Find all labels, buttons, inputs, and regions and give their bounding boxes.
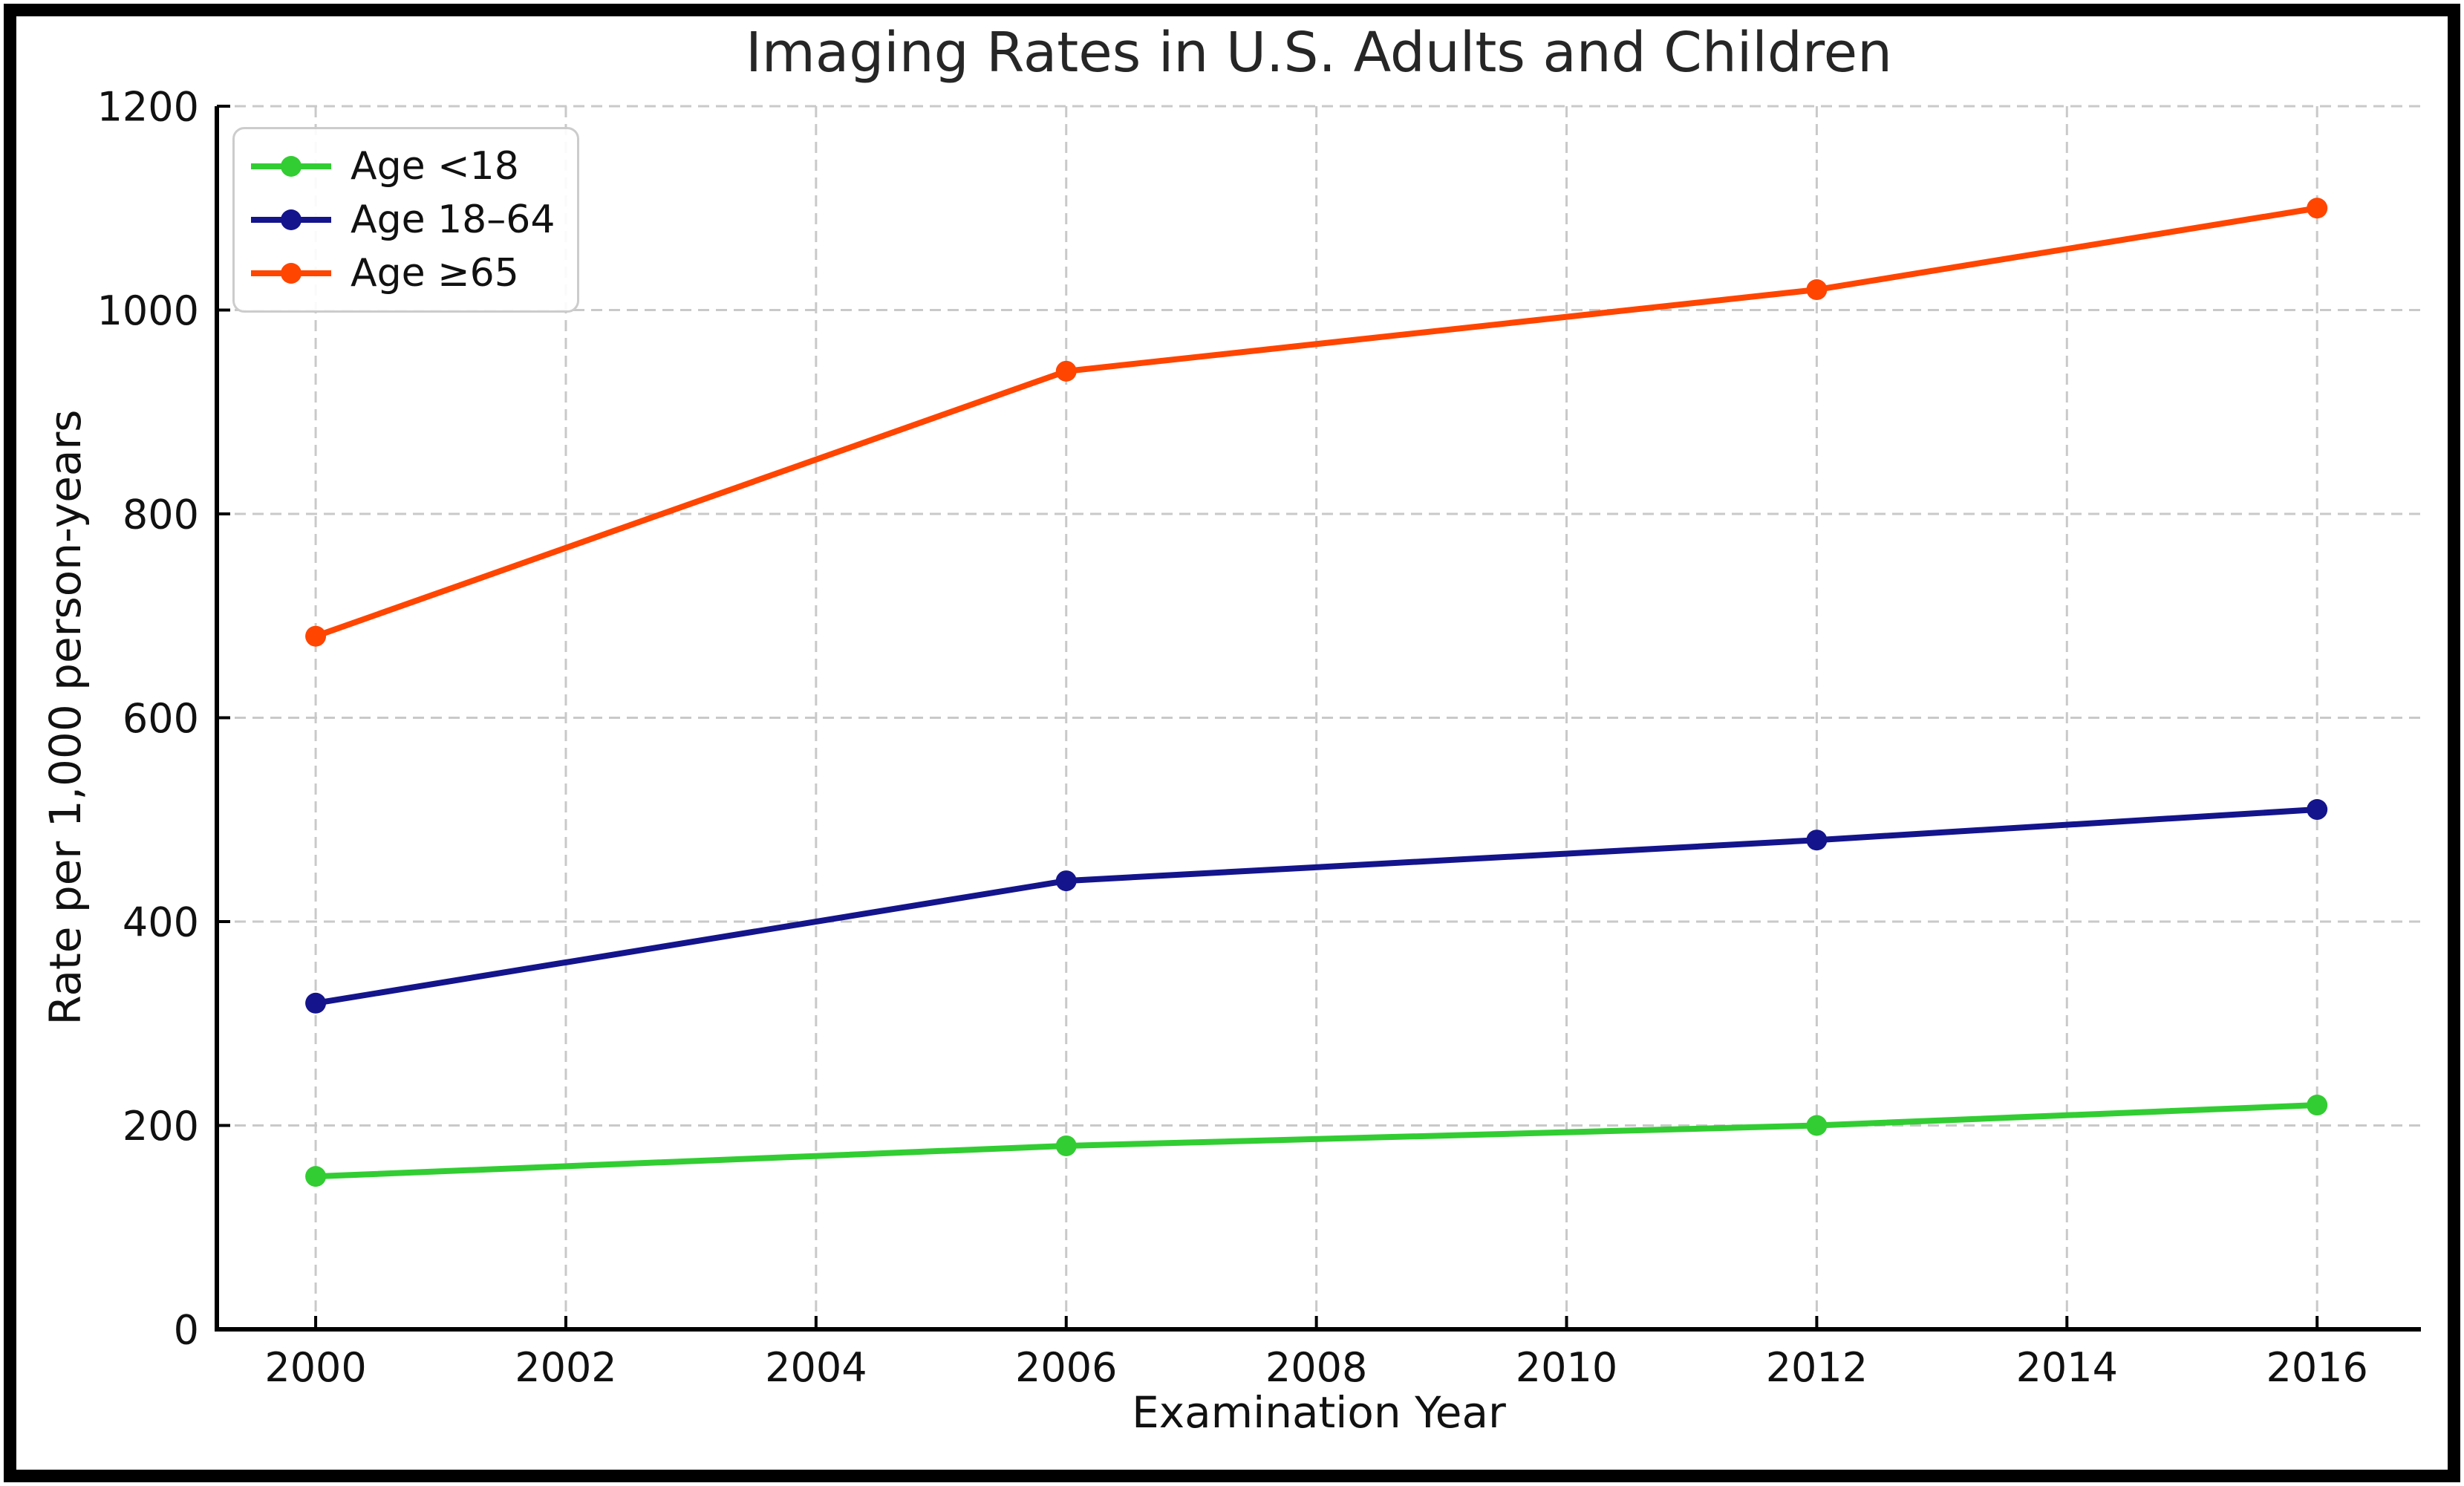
data-point-marker bbox=[2307, 1095, 2328, 1116]
legend-item-label: Age 18–64 bbox=[351, 198, 555, 242]
data-point-marker bbox=[1055, 360, 1077, 382]
x-tick-label: 2014 bbox=[2016, 1344, 2118, 1391]
x-tick-label: 2012 bbox=[1766, 1344, 1868, 1391]
x-tick-label: 2006 bbox=[1015, 1344, 1117, 1391]
legend-line-marker-icon bbox=[251, 263, 331, 284]
y-tick-label: 1000 bbox=[97, 287, 199, 334]
series-line bbox=[313, 1102, 2321, 1180]
x-tick-label: 2004 bbox=[765, 1344, 867, 1391]
x-tick-label: 2008 bbox=[1265, 1344, 1367, 1391]
data-point-marker bbox=[305, 992, 327, 1014]
y-tick-label: 400 bbox=[123, 899, 199, 945]
x-axis-label: Examination Year bbox=[1132, 1387, 1506, 1438]
x-tick-label: 2002 bbox=[515, 1344, 616, 1391]
legend-item: Age <18 bbox=[248, 144, 555, 189]
y-tick-label: 1200 bbox=[97, 83, 199, 130]
y-tick-label: 0 bbox=[174, 1306, 199, 1353]
data-point-marker bbox=[305, 1166, 327, 1187]
data-point-marker bbox=[1806, 279, 1828, 301]
data-point-marker bbox=[2307, 198, 2328, 219]
legend-item: Age 18–64 bbox=[248, 198, 555, 242]
legend-item: Age ≥65 bbox=[248, 251, 555, 296]
series-line bbox=[313, 806, 2321, 1006]
y-tick-label: 600 bbox=[123, 695, 199, 742]
data-point-marker bbox=[305, 625, 327, 647]
x-tick-label: 2016 bbox=[2266, 1344, 2367, 1391]
legend-item-label: Age ≥65 bbox=[351, 251, 519, 296]
data-point-marker bbox=[1055, 870, 1077, 892]
series-line bbox=[313, 205, 2321, 639]
y-tick-label: 200 bbox=[123, 1103, 199, 1150]
x-tick-label: 2000 bbox=[264, 1344, 366, 1391]
legend-line-marker-icon bbox=[251, 156, 331, 177]
chart-title: Imaging Rates in U.S. Adults and Childre… bbox=[745, 21, 1893, 85]
data-point-marker bbox=[1806, 830, 1828, 851]
data-point-marker bbox=[1806, 1115, 1828, 1136]
legend: Age <18 Age 18–64 Age ≥65 bbox=[232, 127, 580, 313]
legend-line-marker-icon bbox=[251, 209, 331, 230]
legend-item-label: Age <18 bbox=[351, 144, 519, 189]
y-tick-label: 800 bbox=[123, 491, 199, 538]
data-point-marker bbox=[1055, 1135, 1077, 1156]
x-tick-label: 2010 bbox=[1516, 1344, 1617, 1391]
data-point-marker bbox=[2307, 799, 2328, 821]
